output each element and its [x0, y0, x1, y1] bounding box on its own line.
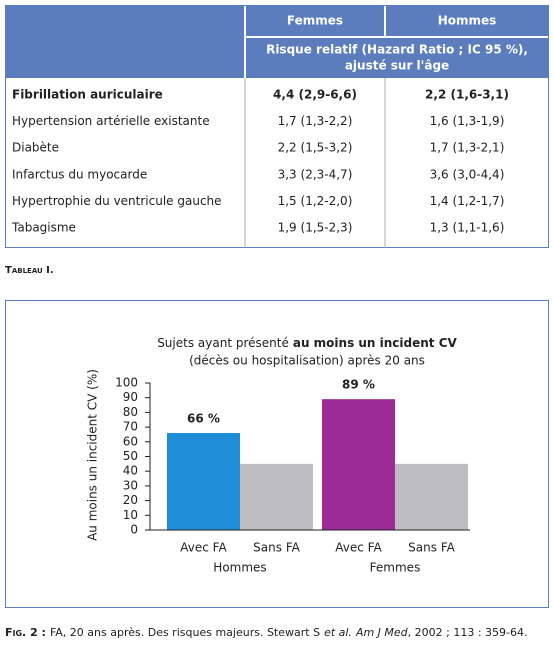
cell: 1,7 (1,3-2,1)	[430, 141, 505, 155]
y-tick-label: 10	[123, 508, 138, 522]
y-tick-label: 20	[123, 493, 138, 507]
cell: 1,9 (1,5-2,3)	[278, 221, 353, 235]
y-tick-label: 0	[130, 523, 138, 537]
x-tick-label: Avec FA	[335, 541, 382, 555]
subheader: Risque relatif (Hazard Ratio ; IC 95 %),	[266, 43, 528, 57]
table-header	[5, 5, 549, 78]
bar	[167, 432, 240, 530]
x-tick-label: Sans FA	[253, 541, 300, 555]
cell: 2,2 (1,5-3,2)	[278, 141, 353, 155]
chart-title: Sujets ayant présenté au moins un inciden…	[157, 336, 457, 350]
y-tick-label: 80	[123, 405, 138, 419]
value-label: 89 %	[342, 378, 375, 392]
table-border	[5, 5, 549, 248]
cell: 4,4 (2,9-6,6)	[273, 88, 357, 102]
y-tick-label: 70	[123, 420, 138, 434]
cell: 3,6 (3,0-4,4)	[430, 167, 505, 181]
cell: 1,6 (1,3-1,9)	[430, 114, 505, 128]
chart-frame	[5, 300, 549, 608]
row-label: Fibrillation auriculaire	[12, 88, 163, 102]
y-tick-label: 50	[123, 449, 138, 463]
y-tick-label: 40	[123, 464, 138, 478]
cell: 1,4 (1,2-1,7)	[430, 194, 505, 208]
cell: 2,2 (1,6-3,1)	[425, 88, 509, 102]
cell: 1,7 (1,3-2,2)	[278, 114, 353, 128]
group-label: Hommes	[213, 561, 266, 575]
bar	[395, 463, 468, 530]
caption-part: Am J Med	[355, 626, 409, 639]
group-label: Femmes	[370, 561, 421, 575]
y-tick-label: 30	[123, 478, 138, 492]
cell: 1,3 (1,1-1,6)	[430, 221, 505, 235]
caption-part: et al.	[324, 626, 352, 639]
bar	[240, 463, 313, 530]
value-label: 66 %	[187, 411, 220, 425]
chart-title: (décès ou hospitalisation) après 20 ans	[189, 354, 425, 368]
row-label: Hypertrophie du ventricule gauche	[12, 194, 222, 208]
bar	[322, 399, 395, 530]
y-tick-label: 60	[123, 434, 138, 448]
x-tick-label: Sans FA	[408, 541, 455, 555]
row-label: Infarctus du myocarde	[12, 167, 147, 181]
column-header: Hommes	[438, 14, 497, 28]
title-part: Sujets ayant présenté	[157, 336, 289, 350]
caption-part: Fig. 2 :	[5, 626, 46, 639]
table-caption: Tableau I.	[5, 265, 54, 276]
subheader: ajusté sur l'âge	[345, 59, 449, 73]
row-label: Tabagisme	[11, 221, 76, 235]
row-label: Diabète	[12, 141, 59, 155]
y-tick-label: 100	[115, 376, 138, 390]
figure-caption: Fig. 2 : FA, 20 ans après. Des risques ma…	[5, 626, 528, 639]
caption-part: , 2002 ; 113 : 359-64.	[408, 626, 528, 639]
y-tick-label: 90	[123, 390, 138, 404]
cell: 1,5 (1,2-2,0)	[278, 194, 353, 208]
caption-part: FA, 20 ans après. Des risques majeurs. S…	[50, 626, 320, 639]
x-tick-label: Avec FA	[180, 541, 227, 555]
title-part: au moins un incident CV	[293, 336, 458, 350]
y-axis-label: Au moins un incident CV (%)	[86, 369, 100, 541]
row-label: Hypertension artérielle existante	[12, 114, 210, 128]
column-header: Femmes	[287, 14, 343, 28]
cell: 3,3 (2,3-4,7)	[278, 167, 353, 181]
